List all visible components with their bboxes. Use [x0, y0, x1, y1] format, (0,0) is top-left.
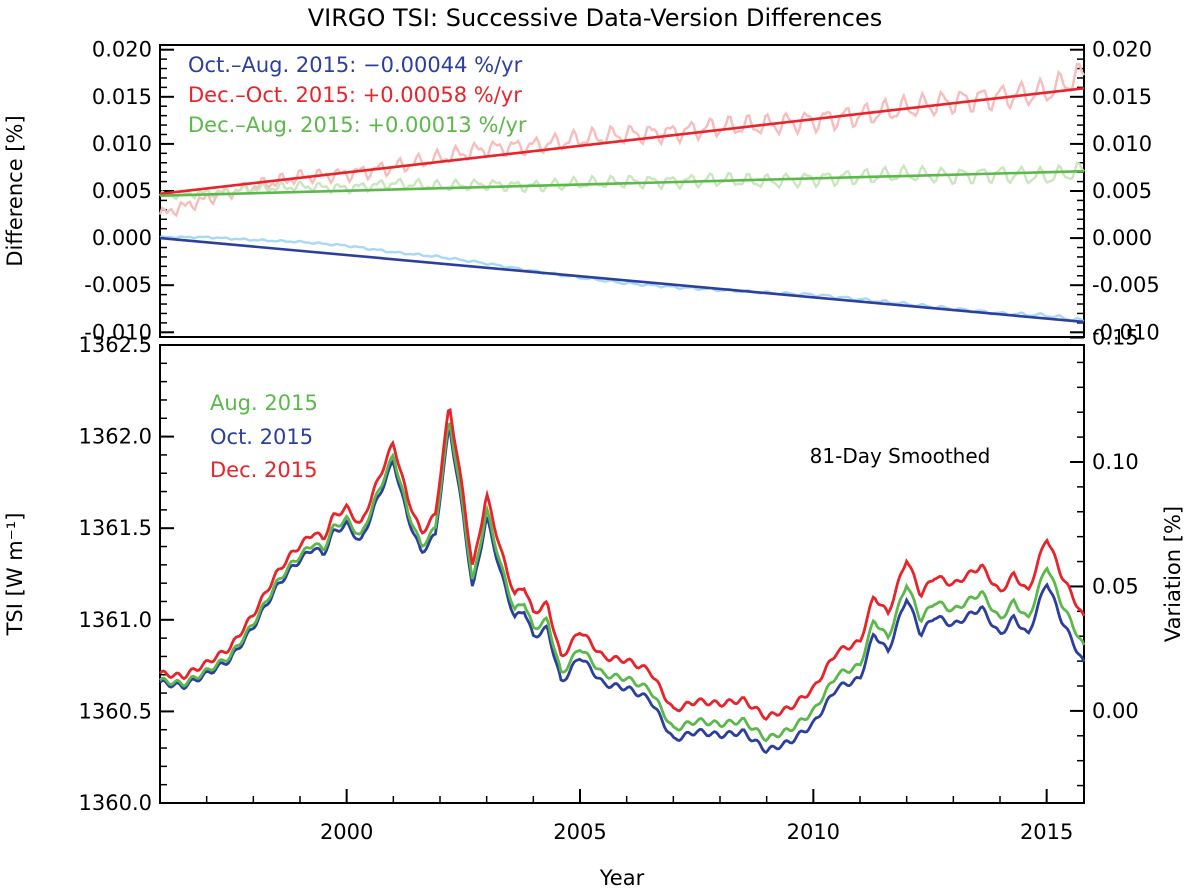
tsi-curve-dec-2015	[159, 407, 1086, 721]
x-axis-title: Year	[599, 866, 645, 890]
top-legend-entry-dec-aug: Dec.–Aug. 2015: +0.00013 %/yr	[188, 113, 527, 137]
top-trend-line	[159, 236, 1085, 324]
top-y-tick-label: 0.010	[92, 132, 152, 156]
tsi-curve-oct-2015	[159, 428, 1086, 755]
bottom-y-tick-label: 1360.5	[79, 699, 152, 723]
top-y-axis-title: Difference [%]	[3, 115, 27, 266]
top-difference-curve	[158, 161, 1085, 201]
top-y-tick-label: 0.020	[92, 38, 152, 62]
top-y-tick-label: 0.015	[92, 85, 152, 109]
top-y-tick-label-right: 0.010	[1092, 132, 1152, 156]
top-y-tick-label-right: 0.015	[1092, 85, 1152, 109]
top-y-tick-label-right: 0.005	[1092, 179, 1152, 203]
x-tick-label: 2005	[553, 820, 606, 844]
bottom-y-tick-label: 1362.0	[79, 425, 152, 449]
bottom-legend-entry-dec: Dec. 2015	[210, 458, 317, 482]
top-panel-plot: 0.020 0.020 0.015 0.015 0.010 0.010 0.005 0.005…	[84, 38, 1159, 345]
top-trend-line	[159, 87, 1085, 196]
bottom-y2-tick-label: 0.10	[1092, 450, 1139, 474]
bottom-y2-axis-title: Variation [%]	[1161, 506, 1185, 642]
bottom-y2-tick-label: 0.05	[1092, 574, 1139, 598]
bottom-y-tick-label: 1360.0	[79, 791, 152, 815]
top-y-tick-label-right: -0.005	[1092, 273, 1160, 297]
bottom-y2-tick-label: 0.15	[1092, 326, 1139, 350]
top-y-tick-label: -0.010	[84, 320, 152, 344]
bottom-y-axis-title: TSI [W m⁻¹]	[3, 513, 27, 637]
top-y-tick-label-right: -0.010	[1092, 320, 1160, 344]
bottom-y-tick-label: 1362.5	[79, 333, 152, 357]
top-y-tick-label: 0.005	[92, 179, 152, 203]
bottom-panel-plot: 1362.5 1362.0 1361.5 1361.0 1360.5 1360.0 0.15…	[79, 326, 1139, 844]
bottom-y-tick-label: 1361.0	[79, 608, 152, 632]
bottom-panel-frame	[159, 344, 1085, 804]
tsi-curve-aug-2015	[159, 421, 1086, 743]
top-trend-line	[159, 169, 1085, 198]
x-tick-label: 2010	[787, 820, 840, 844]
x-tick-label: 2015	[1020, 820, 1073, 844]
x-tick-label: 2000	[320, 820, 373, 844]
bottom-y2-tick-label: 0.00	[1092, 699, 1139, 723]
top-y-tick-label-right: 0.000	[1092, 226, 1152, 250]
smoothing-annotation: 81-Day Smoothed	[810, 444, 991, 468]
bottom-legend-entry-aug: Aug. 2015	[210, 391, 318, 415]
bottom-y-tick-label: 1361.5	[79, 516, 152, 540]
top-legend-entry-dec-oct: Dec.–Oct. 2015: +0.00058 %/yr	[188, 83, 522, 107]
chart-title: VIRGO TSI: Successive Data-Version Diffe…	[308, 4, 883, 32]
bottom-legend-entry-oct: Oct. 2015	[210, 425, 313, 449]
top-y-tick-label: -0.005	[84, 273, 152, 297]
top-y-tick-label-right: 0.020	[1092, 38, 1152, 62]
top-y-tick-label: 0.000	[92, 226, 152, 250]
top-legend-entry-oct-aug: Oct.–Aug. 2015: −0.00044 %/yr	[188, 53, 523, 77]
